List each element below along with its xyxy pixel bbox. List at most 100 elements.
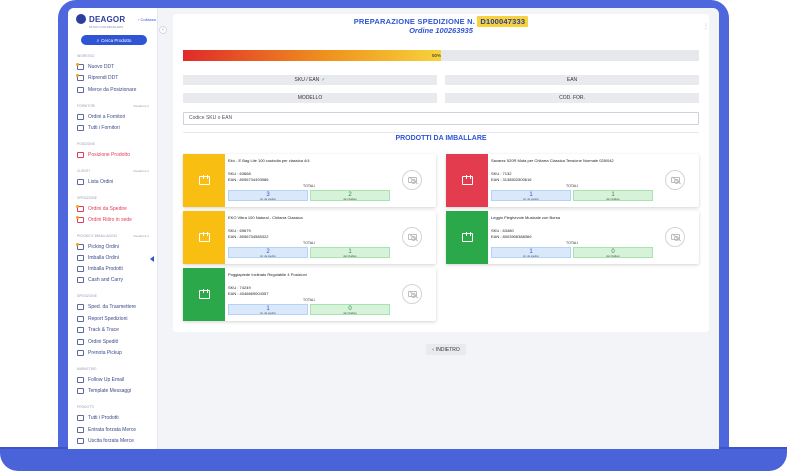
collapse-label: Collassa xyxy=(140,17,156,22)
qty-to-pack: 1 da imballare xyxy=(310,247,390,258)
sidebar-item-ordini-da-spedire[interactable]: Ordini da Spedire xyxy=(76,205,127,213)
cash-icon xyxy=(77,277,84,283)
qty-to-pack-value: 1 xyxy=(611,192,615,198)
sidebar-item-sped-da-trasmettere[interactable]: Sped. da Trasmettere xyxy=(77,303,136,311)
sidebar-item-ordini-a-fornitori[interactable]: Ordini a Fornitori xyxy=(77,113,125,121)
back-button-label: INDIETRO xyxy=(435,346,460,353)
column-modello[interactable]: MODELLO xyxy=(183,93,437,103)
search-product-button[interactable]: ⌕ Cerca Prodotto xyxy=(81,35,147,45)
sidebar-item-tutti-i-fornitori[interactable]: Tutti i Fornitori xyxy=(77,124,120,132)
qty-to-pack: 1 da imballare xyxy=(573,190,653,201)
product-name: Ekò - E Bag Lite 100 custodia per classi… xyxy=(228,158,310,163)
sku-ean-input[interactable]: Codice SKU o EAN xyxy=(183,112,699,125)
product-card[interactable]: Ekò - E Bag Lite 100 custodia per classi… xyxy=(183,154,436,207)
search-product-label: Cerca Prodotto xyxy=(101,37,132,43)
product-card[interactable]: Savarez 520R Muta per Chitarra Classica … xyxy=(446,154,699,207)
sidebar-item-picking-ordini[interactable]: Picking Ordini xyxy=(76,243,119,251)
sidebar-item-imballa-ordini[interactable]: Imballa Ordini xyxy=(77,254,119,262)
sidebar-item-label: Tutti i Fornitori xyxy=(88,125,120,131)
more-options-icon[interactable]: ⋮ xyxy=(703,24,709,30)
product-tile xyxy=(183,268,225,321)
nav-section-spedizione: Spedizione xyxy=(77,196,97,200)
mail-icon xyxy=(77,377,84,383)
chevron-left-icon: ‹ xyxy=(432,346,434,353)
qty-to-pack: 0 da imballare xyxy=(573,247,653,258)
sidebar-item-uscita-forzata[interactable]: Uscita forzata Merce xyxy=(77,437,134,445)
sidebar-item-imballa-prodotti[interactable]: Imballa Prodotti xyxy=(77,265,123,273)
qty-to-pack: 2 da imballare xyxy=(310,190,390,201)
nav-section-spedizione-2: Spedizione xyxy=(77,294,97,298)
sidebar-item-merce-da-posizionare[interactable]: Merce da Posizionare xyxy=(77,86,136,94)
column-ean[interactable]: EAN xyxy=(445,75,699,85)
pickup-icon xyxy=(77,350,84,356)
laptop-base xyxy=(0,449,787,471)
document-icon xyxy=(76,63,84,70)
nav-section-marketing: Marketing xyxy=(77,367,97,371)
column-sku-ean[interactable]: SKU / EAN ✓ xyxy=(183,75,437,85)
truck-icon xyxy=(77,114,84,120)
send-icon xyxy=(77,304,84,310)
sidebar-item-label: Picking Ordini xyxy=(88,244,119,250)
product-sku: SKU : 63668 xyxy=(228,171,251,176)
sidebar-item-label: Entrata forzata Merce xyxy=(88,427,137,433)
collapse-sidebar-link[interactable]: ‹ Collassa xyxy=(138,17,156,22)
product-card[interactable]: Leggio Pieghevole Musicale con Borsa SKU… xyxy=(446,211,699,264)
totals-label: TOTALI xyxy=(303,241,315,245)
title-prefix: PREPARAZIONE SPEDIZIONE N. xyxy=(353,17,476,26)
sidebar-toggle-button[interactable]: ‹ xyxy=(159,26,167,34)
qty-to-pack-value: 1 xyxy=(348,249,352,255)
back-button[interactable]: ‹ INDIETRO xyxy=(426,344,466,355)
document-icon xyxy=(76,74,84,81)
nav-section-clienti: Clienti xyxy=(77,169,90,173)
store-icon xyxy=(76,216,84,223)
brand-logo[interactable]: DEAGOR xyxy=(76,14,125,24)
sidebar-item-report-spedizioni[interactable]: Report Spedizioni xyxy=(77,315,127,323)
qty-to-ship-label: tot. da spedire xyxy=(523,255,539,258)
cart-icon xyxy=(76,243,84,250)
sidebar-item-riprendi-ddt[interactable]: Riprendi DDT xyxy=(76,74,118,82)
sidebar-item-follow-up-email[interactable]: Follow Up Email xyxy=(77,376,124,384)
progress-fill xyxy=(183,50,441,61)
package-icon xyxy=(77,255,84,261)
products-section-title: PRODOTTI DA IMBALLARE xyxy=(395,135,487,142)
product-card[interactable]: Poggiapiede Inclinato Regolabile 4 Posiz… xyxy=(183,268,436,321)
sidebar-item-label: Follow Up Email xyxy=(88,377,125,383)
sidebar-item-tutti-i-prodotti[interactable]: Tutti i Prodotti xyxy=(77,414,119,422)
nav-section-note[interactable]: Visualizza 2 xyxy=(133,169,149,173)
sidebar-item-posizione-prodotto[interactable]: Posizione Prodotto xyxy=(77,151,130,159)
sidebar-item-ordini-ritiro[interactable]: Ordini Ritiro in sede xyxy=(76,216,132,224)
qty-to-pack-value: 2 xyxy=(348,192,352,198)
product-sku: SKU : 69679 xyxy=(228,228,251,233)
sidebar-item-entrata-forzata[interactable]: Entrata forzata Merce xyxy=(77,426,136,434)
sidebar-item-ordini-spediti[interactable]: Ordini Spediti xyxy=(77,338,118,346)
sidebar-item-nuovo-ddt[interactable]: Nuovo DDT xyxy=(76,63,114,71)
sidebar-item-label: Uscita forzata Merce xyxy=(88,438,134,444)
sidebar-item-track-trace[interactable]: Track & Trace xyxy=(77,326,119,334)
sidebar-item-label: Sped. da Trasmettere xyxy=(88,304,137,310)
sidebar: DEAGOR MUSIC FOR RETAILERS ‹ Collassa ⌕ … xyxy=(68,8,158,449)
nav-section-note[interactable]: Visualizza 2 xyxy=(133,234,149,238)
product-sku: SKU : 7132 xyxy=(491,171,512,176)
sidebar-item-prenota-pickup[interactable]: Prenota Pickup xyxy=(77,349,122,357)
enter-icon xyxy=(77,427,84,433)
totals-label: TOTALI xyxy=(566,184,578,188)
sidebar-item-template-messaggi[interactable]: Template Messaggi xyxy=(77,387,131,395)
sidebar-item-lista-ordini[interactable]: Lista Ordini xyxy=(77,178,113,186)
qty-to-ship-value: 2 xyxy=(266,249,270,255)
qty-to-ship-value: 3 xyxy=(266,192,270,198)
shipped-icon xyxy=(77,339,84,345)
qty-to-pack-label: da imballare xyxy=(606,198,620,201)
nav-section-note[interactable]: Visualizza 2 xyxy=(133,104,149,108)
product-name: Savarez 520R Muta per Chitarra Classica … xyxy=(491,158,614,163)
product-sku: SKU : 74249 xyxy=(228,285,251,290)
packing-progress-bar: 50% xyxy=(183,50,699,61)
column-cod-for[interactable]: COD. FOR. xyxy=(445,93,699,103)
box-check-icon xyxy=(461,232,473,242)
column-cod-for-label: COD. FOR. xyxy=(559,95,585,101)
sidebar-item-cash-and-carry[interactable]: Cash and Carry xyxy=(77,276,123,284)
product-card[interactable]: EKO Vibra 100 Natural - Chitarra Classic… xyxy=(183,211,436,264)
package-icon xyxy=(77,266,84,272)
sidebar-item-label: Ordini a Fornitori xyxy=(88,114,126,120)
product-tile xyxy=(446,154,488,207)
qty-to-pack-value: 0 xyxy=(348,306,352,312)
